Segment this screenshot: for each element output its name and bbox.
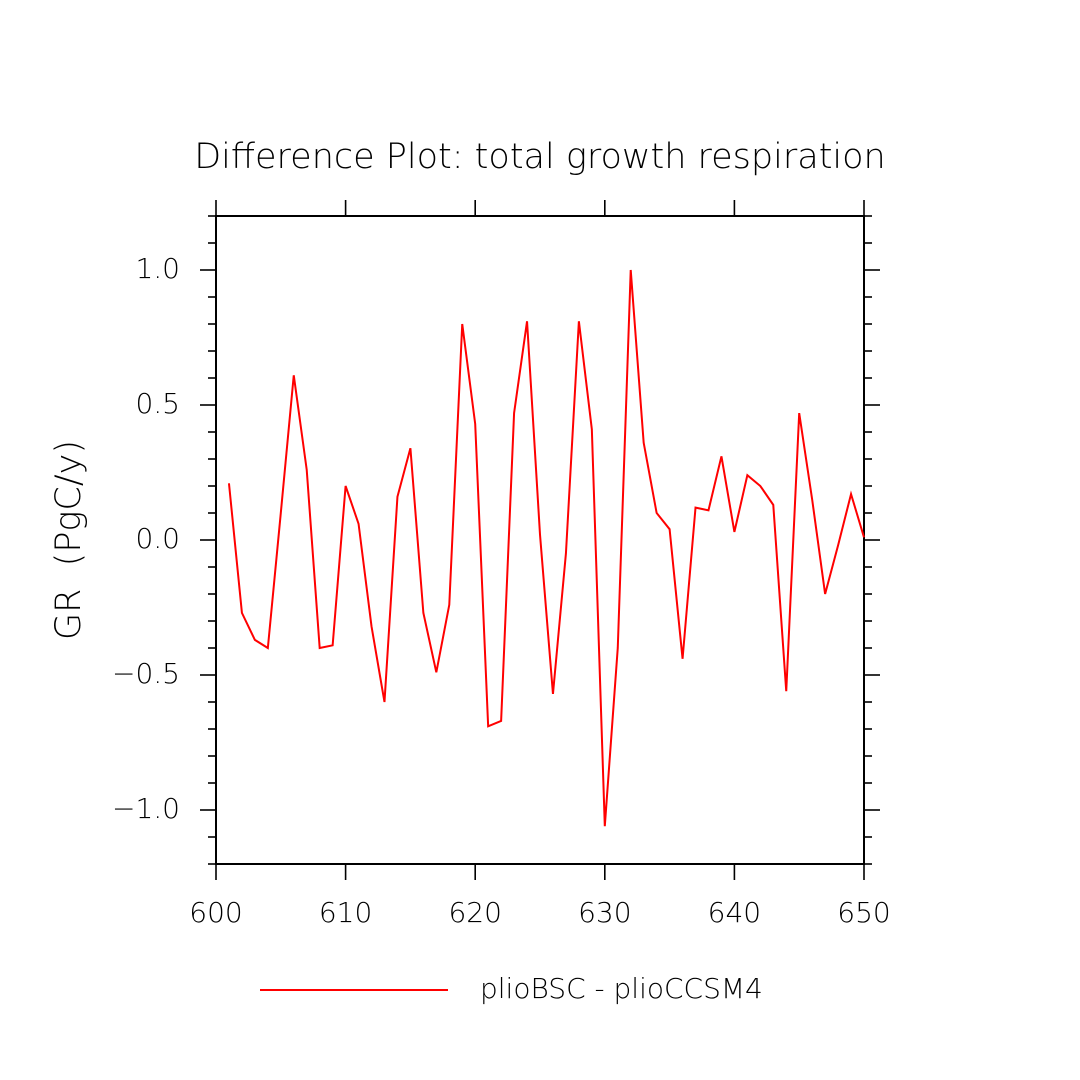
y-tick-label: 0.5	[135, 387, 180, 420]
y-tick-label: −1.0	[112, 792, 180, 825]
x-tick-label: 650	[837, 896, 890, 929]
y-tick-label: −0.5	[112, 657, 180, 690]
x-tick-label: 630	[578, 896, 631, 929]
y-tick-label: 1.0	[135, 252, 180, 285]
chart-title: Difference Plot: total growth respiratio…	[194, 137, 886, 177]
legend-label: plioBSC - plioCCSM4	[480, 972, 763, 1005]
x-tick-label: 610	[319, 896, 372, 929]
y-axis-label: GR (PgC/y)	[49, 440, 89, 640]
x-tick-label: 620	[448, 896, 501, 929]
data-line	[227, 269, 865, 827]
x-tick-label: 640	[708, 896, 761, 929]
x-tick-label: 600	[189, 896, 242, 929]
y-tick-label: 0.0	[135, 522, 180, 555]
